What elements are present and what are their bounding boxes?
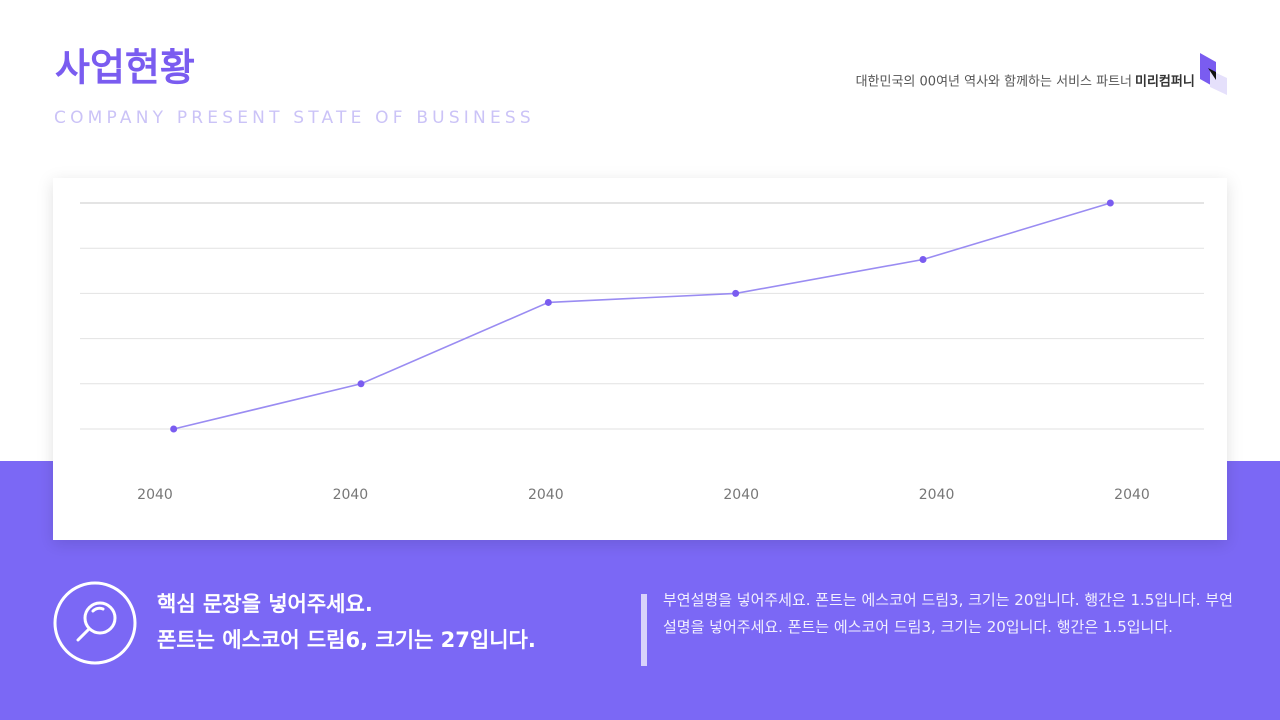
page-title: 사업현황 bbox=[55, 46, 195, 90]
data-point bbox=[544, 298, 552, 306]
data-line bbox=[173, 202, 1111, 430]
company-name: 미리컴퍼니 bbox=[1135, 74, 1195, 90]
divider bbox=[641, 594, 647, 666]
chart: 2040 2040 2040 2040 2040 2040 bbox=[80, 199, 1204, 503]
chart-panel bbox=[53, 178, 1227, 540]
x-tick-label: 2040 bbox=[723, 487, 759, 503]
data-point bbox=[357, 380, 365, 388]
x-tick-label: 2040 bbox=[333, 487, 369, 503]
icon-circle bbox=[53, 581, 137, 665]
headline: 핵심 문장을 넣어주세요. bbox=[157, 592, 373, 616]
data-point bbox=[1106, 199, 1114, 207]
logo bbox=[1200, 53, 1227, 95]
x-tick-label: 2040 bbox=[1114, 487, 1150, 503]
description: 부연설명을 넣어주세요. 폰트는 에스코어 드림3, 크기는 20입니다. 행간… bbox=[663, 591, 1233, 636]
tagline: 대한민국의 00여년 역사와 함께하는 서비스 파트너 bbox=[856, 75, 1132, 90]
page-subtitle: COMPANY PRESENT STATE OF BUSINESS bbox=[54, 108, 535, 128]
x-tick-label: 2040 bbox=[919, 487, 955, 503]
search-icon bbox=[76, 601, 117, 642]
data-point bbox=[170, 425, 178, 433]
x-tick-label: 2040 bbox=[137, 487, 173, 503]
x-tick-label: 2040 bbox=[528, 487, 564, 503]
headline: 폰트는 에스코어 드림6, 크기는 27입니다. bbox=[157, 628, 536, 652]
data-point bbox=[919, 256, 927, 263]
data-point bbox=[732, 289, 740, 297]
